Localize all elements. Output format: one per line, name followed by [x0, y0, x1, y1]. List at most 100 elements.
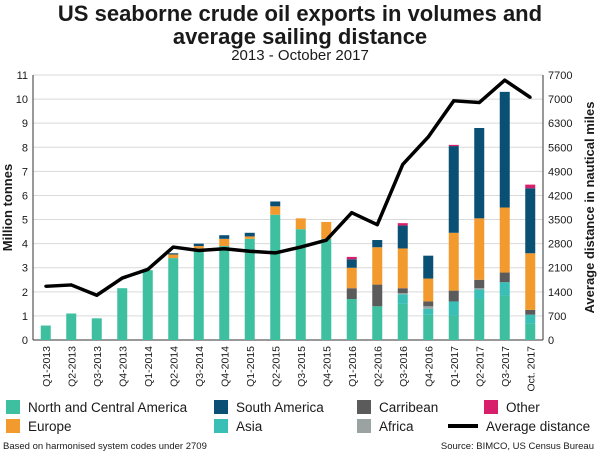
bar-africa [423, 306, 434, 309]
bar-carribean [397, 288, 408, 294]
x-tick-label: Q3-2016 [398, 346, 410, 387]
bar-north-and-central-america [66, 313, 77, 340]
y-tick-label: 7 [22, 166, 28, 178]
y-right-tick-label: 4200 [548, 190, 572, 202]
bar-north-and-central-america [499, 295, 510, 340]
y-right-tick-label: 4900 [548, 166, 572, 178]
bar-north-and-central-america [219, 246, 230, 340]
y-right-axis-title: Average distance in nautical miles [582, 102, 597, 314]
bar-asia [397, 294, 408, 304]
bar-europe [448, 232, 459, 291]
legend-item-south-america: South America [214, 398, 324, 416]
average-distance-point [528, 95, 532, 99]
average-distance-point [171, 245, 175, 249]
bar-europe [219, 238, 230, 247]
chart-title: US seaborne crude oil exports in volumes… [57, 1, 543, 49]
average-distance-point [69, 283, 73, 287]
x-tick-label: Q4-2014 [219, 346, 231, 387]
bar-europe [499, 207, 510, 273]
bar-north-and-central-america [448, 315, 459, 340]
bar-north-and-central-america [117, 288, 128, 340]
bar-africa [397, 293, 408, 295]
x-tick-label: Q4-2015 [321, 346, 333, 387]
average-distance-point [120, 276, 124, 280]
bar-carribean [474, 279, 485, 289]
legend-swatch-north-central-america [6, 400, 20, 414]
y-right-tick-label: 2800 [548, 239, 572, 251]
bar-south-america [193, 243, 204, 247]
y-right-tick-label: 0 [548, 335, 554, 347]
average-distance-point [197, 249, 201, 253]
average-distance-point [350, 211, 354, 215]
bar-asia [423, 308, 434, 315]
y-axis-title: Million tonnes [0, 164, 15, 251]
bar-north-and-central-america [244, 238, 255, 340]
chart-legend: North and Central America Europe South A… [0, 395, 600, 440]
legend-swatch-carribean [357, 400, 371, 414]
bar-north-and-central-america [397, 303, 408, 340]
bar-asia [474, 289, 485, 300]
legend-swatch-asia [214, 419, 228, 433]
bar-south-america [423, 255, 434, 279]
bar-north-and-central-america [423, 314, 434, 340]
y-tick-label: 3 [22, 263, 28, 275]
y-right-tick-label: 6300 [548, 118, 572, 130]
x-tick-label: Q4-2013 [117, 346, 129, 387]
legend-label-carribean: Carribean [379, 399, 439, 415]
bar-europe [193, 246, 204, 249]
legend-label-africa: Africa [379, 418, 414, 434]
bar-carribean [499, 272, 510, 283]
bar-europe [321, 221, 332, 239]
average-distance-point [299, 245, 303, 249]
x-tick-label: Oct. 2017 [525, 346, 537, 392]
bar-north-and-central-america [193, 248, 204, 340]
legend-item-africa: Africa [357, 417, 414, 435]
legend-item-asia: Asia [214, 417, 262, 435]
y-tick-label: 6 [22, 190, 28, 202]
legend-label-south-america: South America [236, 399, 324, 415]
bar-north-and-central-america [474, 299, 485, 340]
bar-south-america [499, 91, 510, 208]
bar-south-america [448, 146, 459, 233]
bar-europe [295, 218, 306, 230]
average-distance-point [452, 99, 456, 103]
average-distance-point [375, 223, 379, 227]
legend-label-europe: Europe [28, 418, 72, 434]
legend-label-north-central-america: North and Central America [28, 399, 188, 415]
bar-other [525, 184, 536, 189]
bar-europe [270, 206, 281, 215]
x-tick-label: Q2-2016 [372, 346, 384, 387]
average-distance-point [477, 101, 481, 105]
bar-north-and-central-america [168, 258, 179, 340]
average-distance-point [248, 249, 252, 253]
x-tick-label: Q2-2015 [270, 346, 282, 387]
x-tick-label: Q1-2013 [41, 346, 53, 387]
y-tick-label: 1 [22, 311, 28, 323]
bar-south-america [474, 128, 485, 219]
average-distance-line [45, 78, 532, 298]
x-tick-label: Q3-2015 [296, 346, 308, 387]
bar-asia [448, 301, 459, 316]
bar-north-and-central-america [91, 318, 102, 340]
bar-north-and-central-america [270, 214, 281, 340]
legend-label-average-distance: Average distance [486, 418, 591, 434]
y-tick-label: 9 [22, 118, 28, 130]
bar-south-america [270, 201, 281, 207]
average-distance-point [401, 162, 405, 166]
bar-south-america [525, 188, 536, 254]
average-distance-point [44, 284, 48, 288]
y-tick-label: 5 [22, 215, 28, 227]
bar-europe [168, 254, 179, 259]
legend-label-other: Other [506, 399, 540, 415]
y-tick-label: 0 [22, 335, 28, 347]
x-tick-label: Q1-2017 [449, 346, 461, 387]
bar-south-america [372, 240, 383, 248]
x-tick-label: Q2-2013 [66, 346, 78, 387]
average-distance-point [426, 135, 430, 139]
legend-item-carribean: Carribean [357, 398, 438, 416]
legend-swatch-africa [357, 419, 371, 433]
bar-europe [346, 267, 357, 289]
x-tick-label: Q3-2013 [92, 346, 104, 387]
average-distance-point [222, 247, 226, 251]
y-right-tick-label: 2100 [548, 263, 572, 275]
